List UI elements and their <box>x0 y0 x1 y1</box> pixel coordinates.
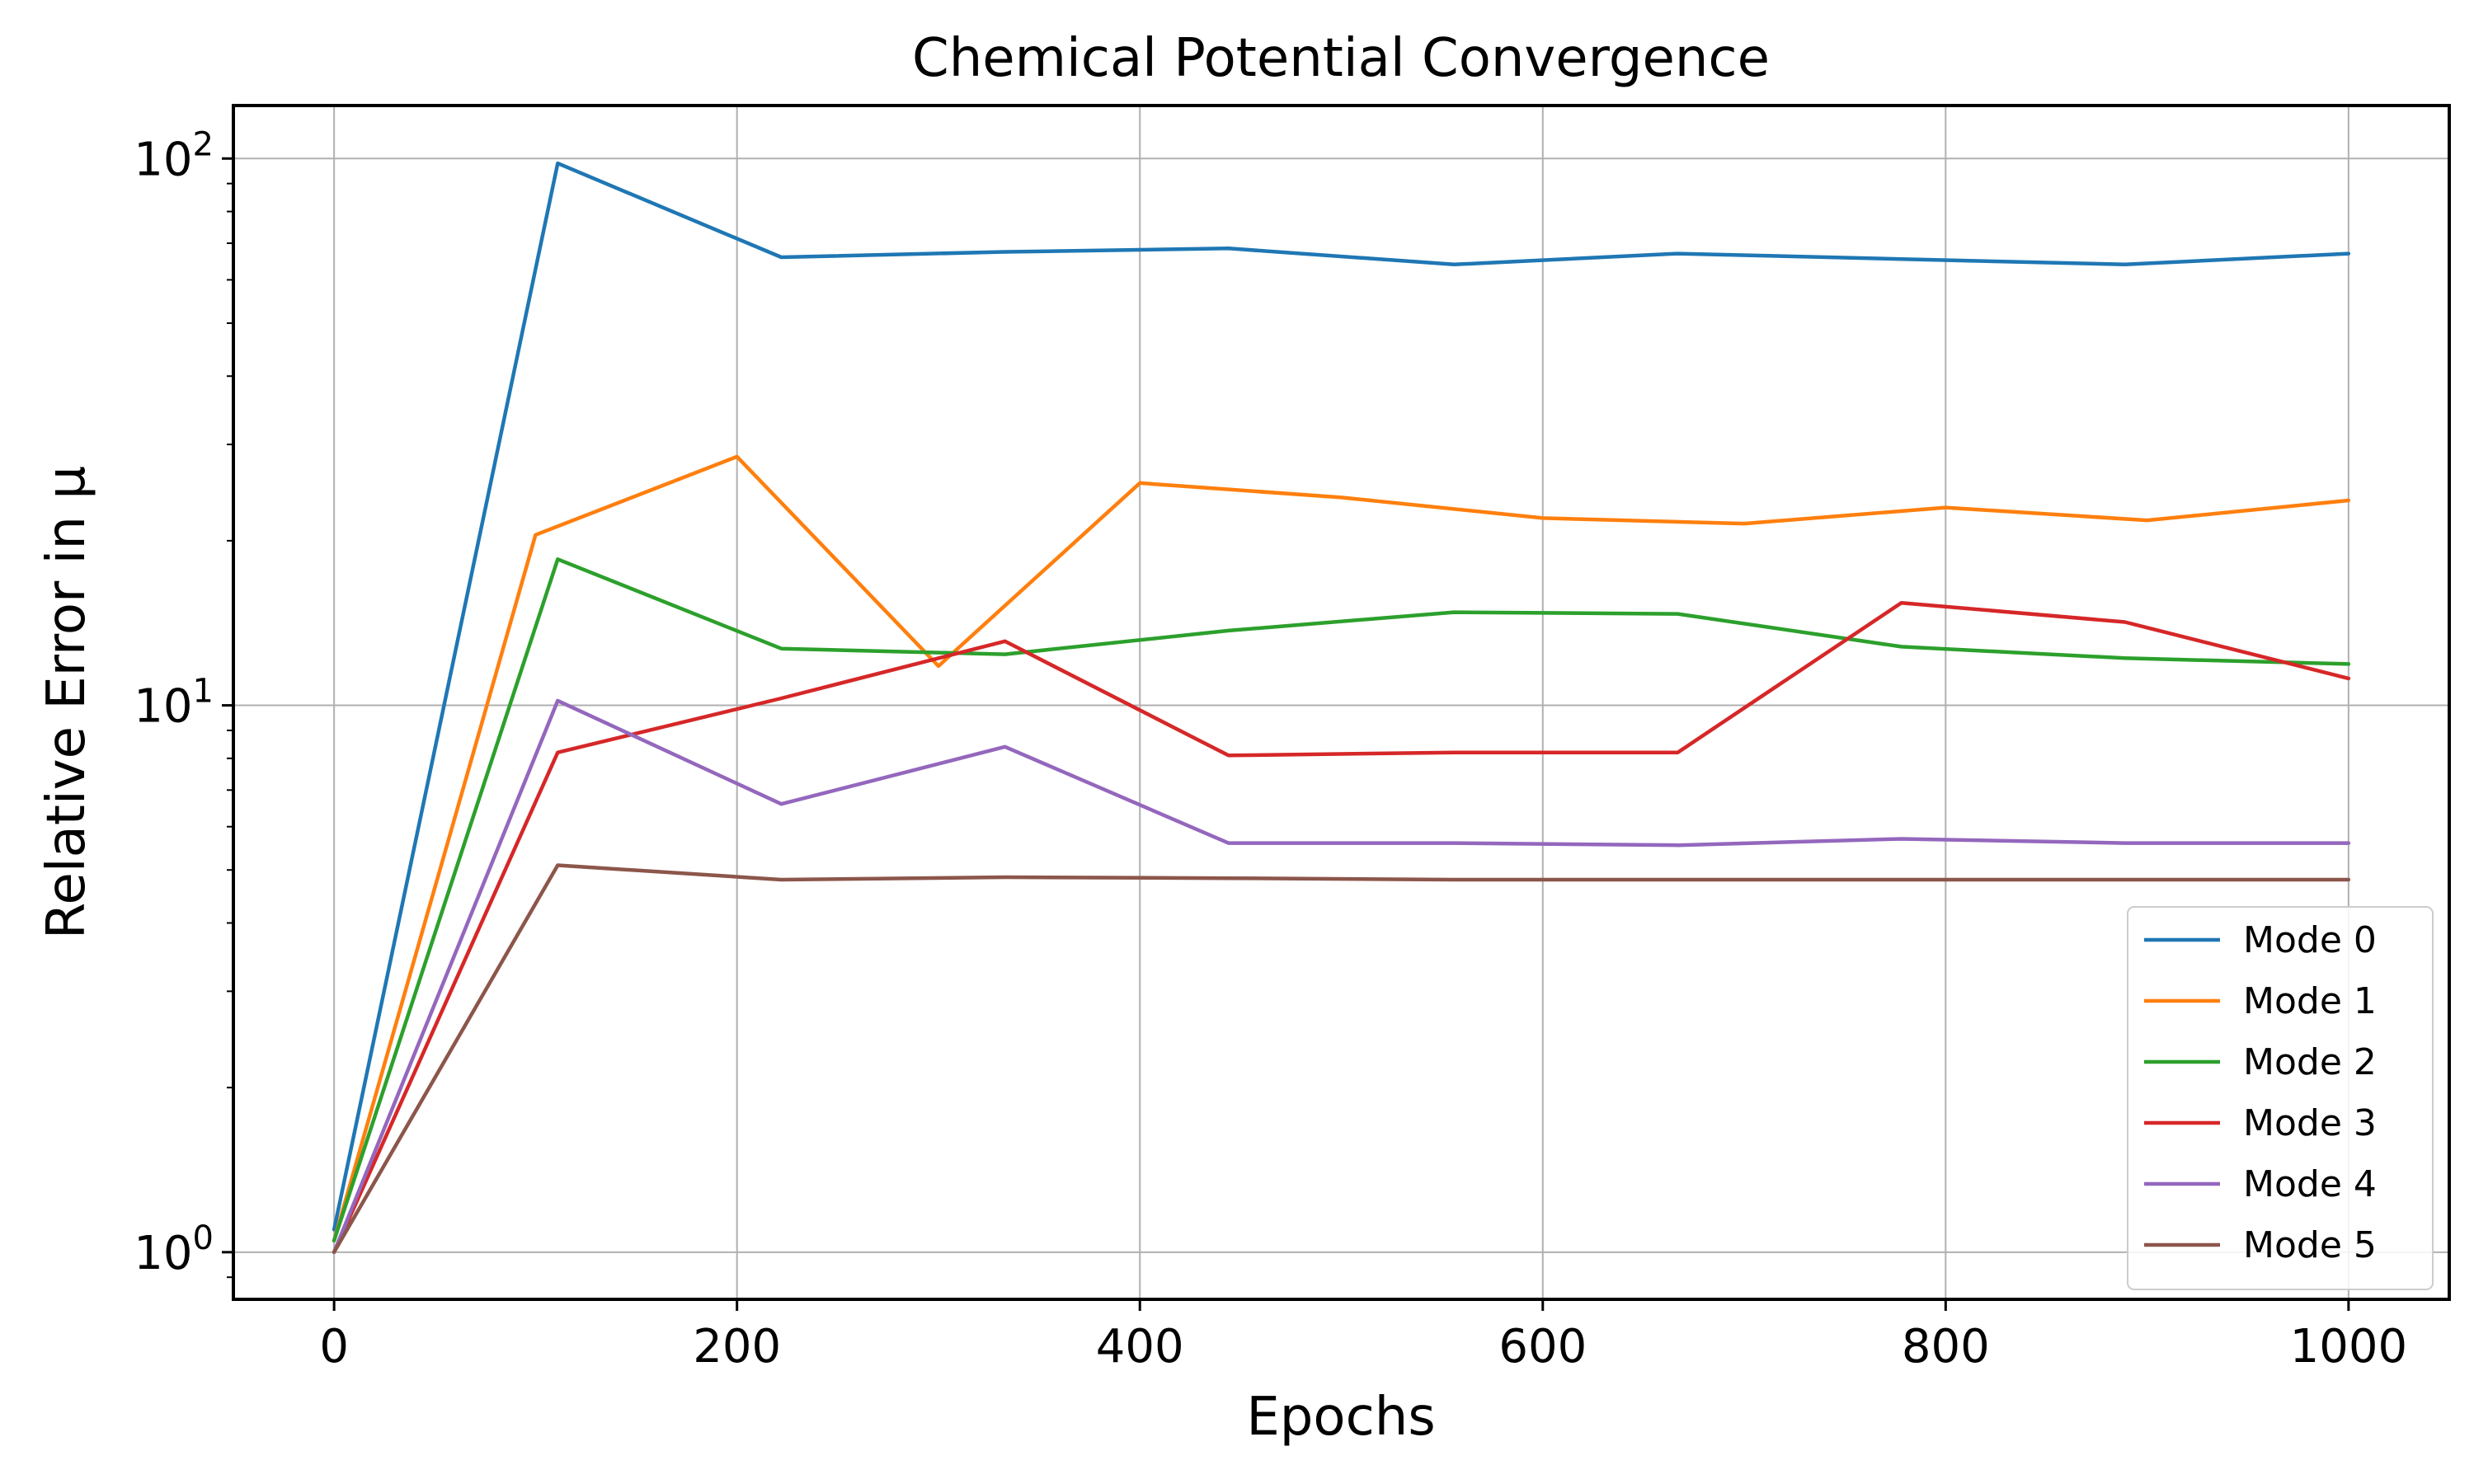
series-line-mode-1 <box>332 454 2351 1243</box>
series-line-mode-2 <box>332 557 2351 1243</box>
plot-frame <box>232 104 2451 1301</box>
legend: Mode 0 Mode 1 Mode 2 Mode 3 Mode 4 Mode 5 <box>2127 906 2434 1290</box>
legend-label: Mode 2 <box>2243 1041 2377 1083</box>
series-line-mode-3 <box>332 600 2351 1255</box>
x-axis-label: Epochs <box>1246 1387 1435 1448</box>
axis-ticks: 0 200 400 600 800 1000 100 101 102 <box>134 125 2407 1374</box>
legend-label: Mode 3 <box>2243 1102 2377 1144</box>
x-tick-label: 1000 <box>2290 1320 2408 1374</box>
grid <box>233 106 2449 1299</box>
y-tick-label: 101 <box>134 673 214 734</box>
x-tick-label: 0 <box>319 1320 349 1374</box>
legend-label: Mode 4 <box>2243 1163 2377 1205</box>
legend-label: Mode 0 <box>2243 919 2377 961</box>
series-line-mode-0 <box>332 161 2351 1232</box>
y-tick-label: 100 <box>134 1219 214 1280</box>
x-tick-label: 800 <box>1902 1320 1990 1374</box>
y-tick-label: 102 <box>134 125 214 186</box>
series-line-mode-4 <box>332 698 2351 1255</box>
x-tick-label: 200 <box>693 1320 781 1374</box>
y-axis-label: Relative Error in μ <box>36 466 97 939</box>
x-tick-label: 600 <box>1498 1320 1587 1374</box>
x-tick-label: 400 <box>1096 1320 1184 1374</box>
series-line-mode-5 <box>332 863 2351 1255</box>
series-lines <box>332 161 2351 1255</box>
legend-label: Mode 1 <box>2243 980 2377 1022</box>
legend-label: Mode 5 <box>2243 1224 2377 1266</box>
chart-title: Chemical Potential Convergence <box>912 28 1770 89</box>
